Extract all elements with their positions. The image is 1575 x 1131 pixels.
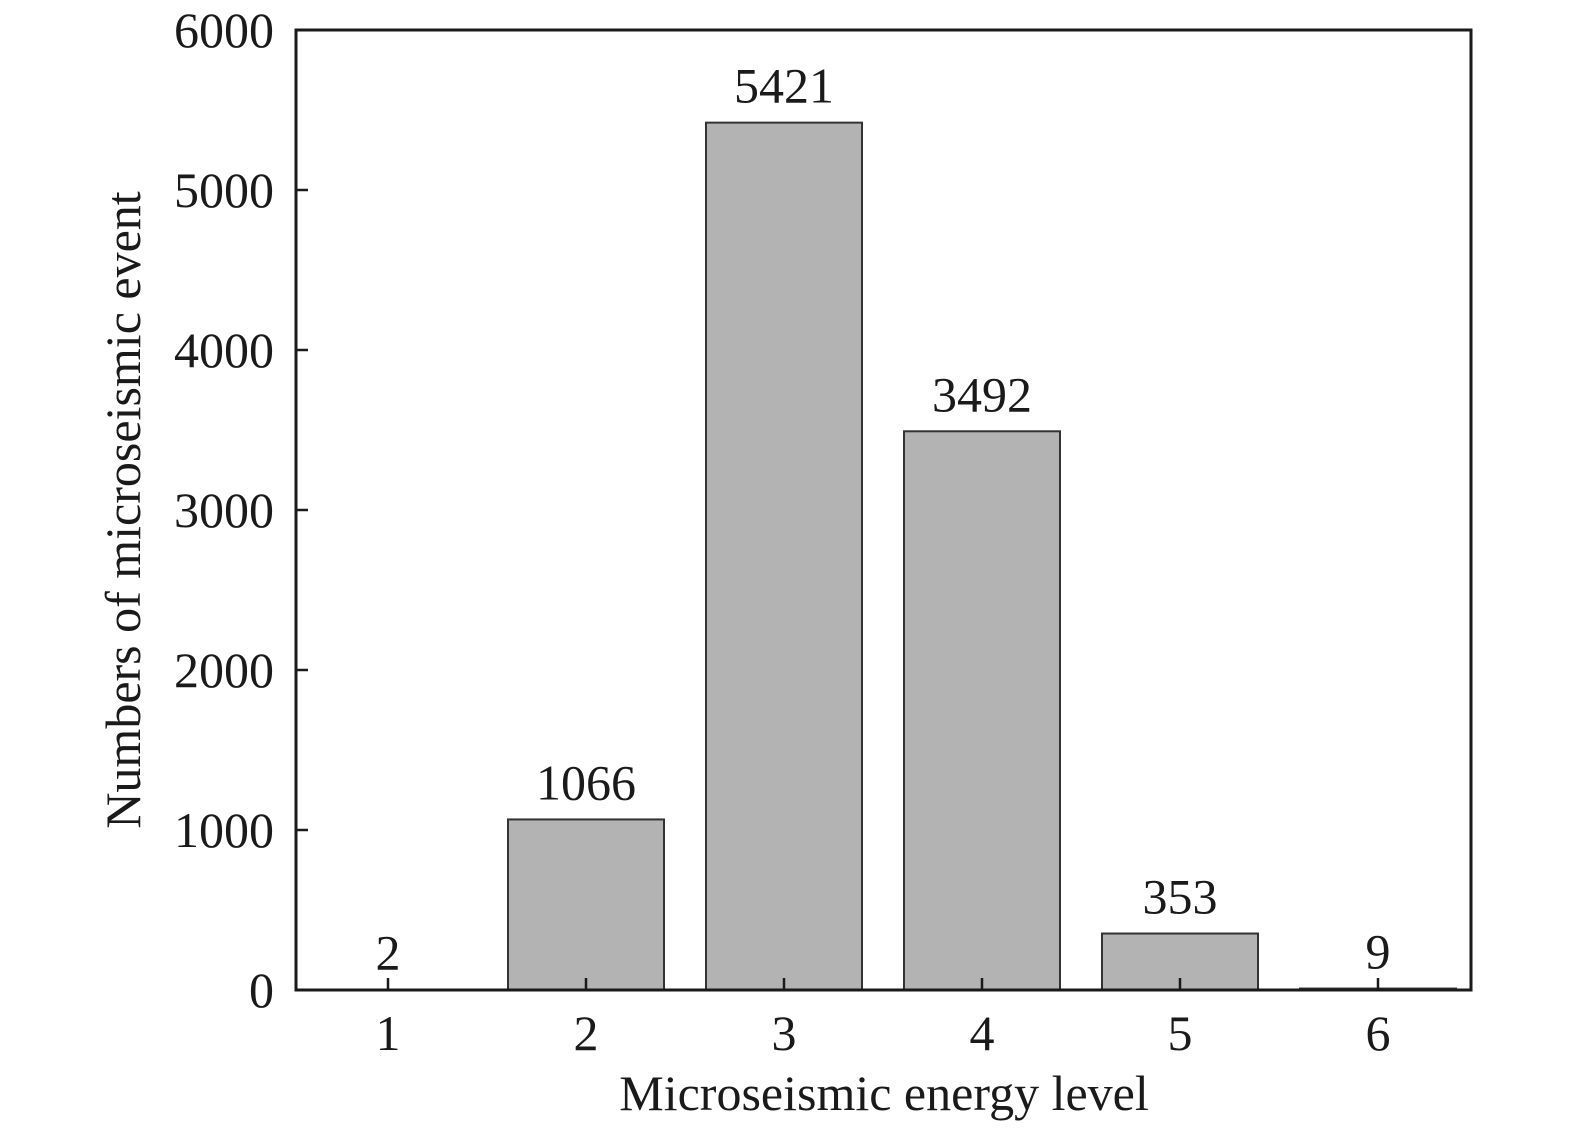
axes-layer <box>294 28 1473 992</box>
bars-layer <box>309 121 1457 992</box>
y-tick-label-5000: 5000 <box>174 162 274 218</box>
y-tick-label-0: 0 <box>249 962 274 1018</box>
bar-level-3 <box>705 121 863 991</box>
bar-level-4 <box>903 430 1061 991</box>
data-label-level-1: 2 <box>376 925 401 981</box>
data-label-level-4: 3492 <box>932 366 1032 422</box>
x-axis-title: Microseismic energy level <box>619 1065 1148 1121</box>
x-tick-label-6: 6 <box>1366 1005 1391 1061</box>
labels-layer: 2106654213492353901000200030004000500060… <box>174 2 1391 1061</box>
x-tick-label-5: 5 <box>1168 1005 1193 1061</box>
y-tick-label-2000: 2000 <box>174 642 274 698</box>
x-tick-label-3: 3 <box>772 1005 797 1061</box>
bar-level-5 <box>1101 932 1259 992</box>
x-tick-label-1: 1 <box>376 1005 401 1061</box>
y-axis-title: Numbers of microseismic event <box>95 191 151 828</box>
x-tick-label-2: 2 <box>574 1005 599 1061</box>
data-label-level-2: 1066 <box>536 754 636 810</box>
x-tick-label-4: 4 <box>970 1005 995 1061</box>
y-tick-label-1000: 1000 <box>174 802 274 858</box>
data-label-level-3: 5421 <box>734 58 834 114</box>
y-tick-label-3000: 3000 <box>174 482 274 538</box>
y-tick-label-4000: 4000 <box>174 322 274 378</box>
plot-frame <box>294 28 1473 992</box>
y-tick-label-6000: 6000 <box>174 2 274 58</box>
bar-level-2 <box>507 818 665 991</box>
data-label-level-6: 9 <box>1366 924 1391 980</box>
data-label-level-5: 353 <box>1143 869 1218 925</box>
